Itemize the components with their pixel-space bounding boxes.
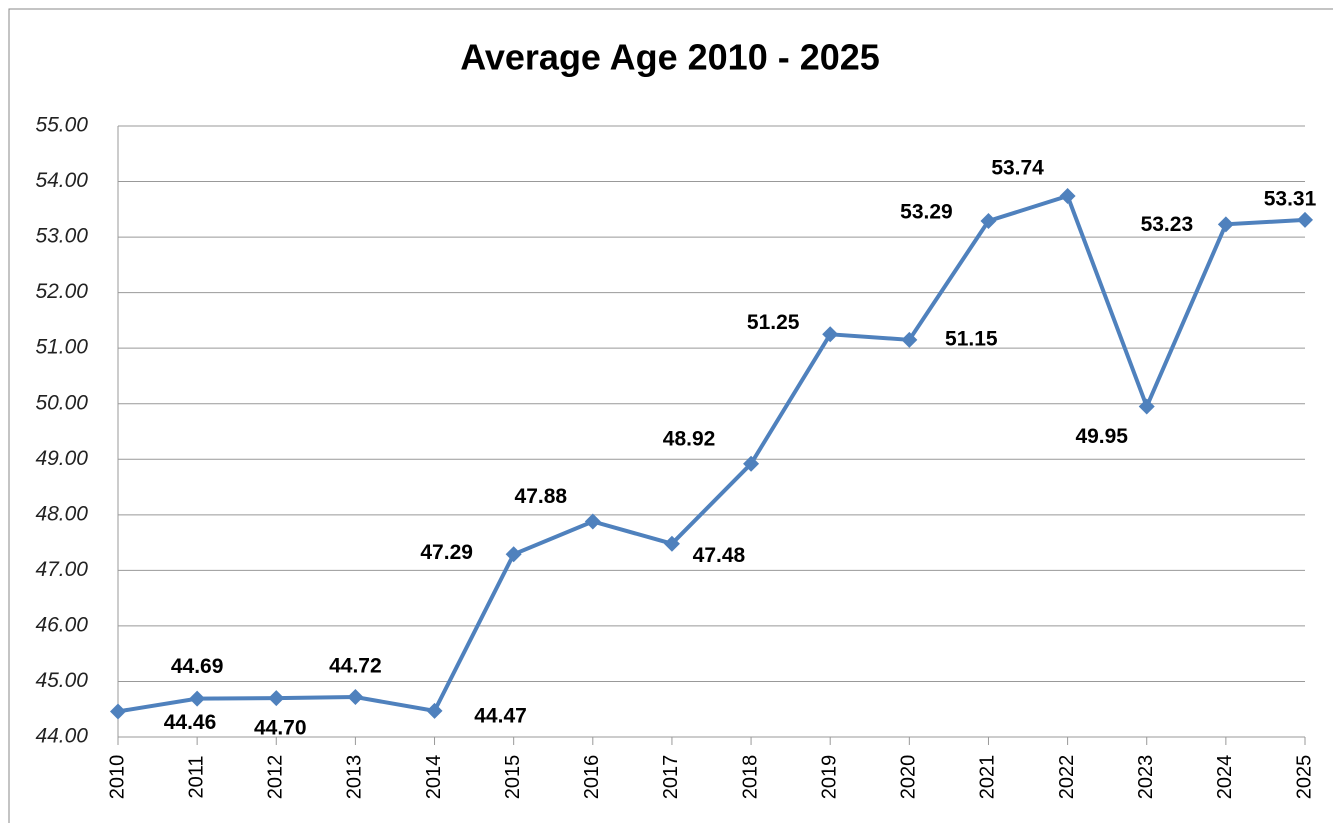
chart-title: Average Age 2010 - 2025 [460, 37, 880, 78]
point-marker [663, 535, 680, 552]
x-tick-label: 2011 [185, 755, 207, 798]
data-label: 44.70 [254, 717, 307, 740]
y-tick-label: 52.00 [35, 280, 88, 303]
x-tick-label: 2025 [1293, 755, 1315, 800]
point-marker [189, 690, 206, 707]
y-tick-label: 51.00 [35, 336, 88, 359]
point-marker [901, 331, 918, 348]
point-marker [980, 212, 997, 229]
x-tick-label: 2020 [898, 755, 920, 800]
y-tick-label: 55.00 [35, 114, 88, 137]
line [117, 193, 1306, 714]
point-marker [1059, 187, 1076, 204]
point-marker [1138, 398, 1155, 415]
data-label: 53.74 [991, 157, 1044, 180]
data-label: 47.29 [420, 541, 473, 564]
data-label: 47.48 [693, 544, 746, 567]
point-marker [268, 690, 285, 707]
y-tick-label: 50.00 [35, 391, 88, 414]
y-tick-label: 44.00 [35, 725, 88, 748]
data-label: 44.69 [171, 655, 224, 678]
x-tick-label: 2012 [265, 755, 287, 800]
x-tick-label: 2024 [1214, 755, 1236, 800]
x-tick-label: 2017 [660, 755, 682, 800]
x-tick-label: 2016 [581, 755, 603, 800]
data-label: 53.23 [1141, 213, 1194, 236]
chart-frame [8, 8, 1333, 823]
data-label: 51.15 [945, 327, 998, 350]
x-tick-label: 2015 [502, 755, 524, 800]
x-tick-label: 2014 [423, 755, 445, 800]
data-label: 44.46 [164, 711, 217, 734]
x-tick-label: 2018 [739, 755, 761, 800]
x-tick-label: 2013 [344, 755, 366, 800]
data-label: 44.72 [329, 655, 382, 678]
point-marker [110, 703, 126, 720]
point-marker [584, 513, 601, 530]
point-marker [505, 546, 522, 563]
y-tick-label: 47.00 [35, 558, 88, 581]
data-label: 48.92 [663, 427, 716, 450]
data-label: 53.29 [900, 201, 953, 224]
point-marker [1297, 211, 1313, 228]
y-tick-label: 54.00 [35, 169, 88, 192]
data-label: 53.31 [1264, 187, 1317, 210]
y-tick-label: 53.00 [35, 225, 88, 248]
x-tick-label: 2022 [1056, 755, 1078, 800]
x-tick-label: 2019 [818, 755, 840, 800]
y-tick-label: 46.00 [35, 613, 88, 636]
y-tick-label: 48.00 [35, 502, 88, 525]
point-marker [743, 455, 760, 472]
point-marker [426, 702, 443, 719]
x-tick-label: 2021 [977, 755, 999, 800]
point-marker [822, 326, 839, 343]
y-tick-label: 49.00 [35, 447, 88, 470]
y-tick-label: 45.00 [35, 669, 88, 692]
point-marker [347, 689, 364, 706]
x-tick-label: 2010 [106, 755, 128, 800]
data-label: 47.88 [515, 485, 568, 508]
x-tick-label: 2023 [1135, 755, 1157, 800]
data-label: 44.47 [474, 704, 527, 727]
data-label: 49.95 [1075, 425, 1128, 448]
data-label: 51.25 [747, 311, 800, 334]
point-marker [1217, 216, 1234, 233]
